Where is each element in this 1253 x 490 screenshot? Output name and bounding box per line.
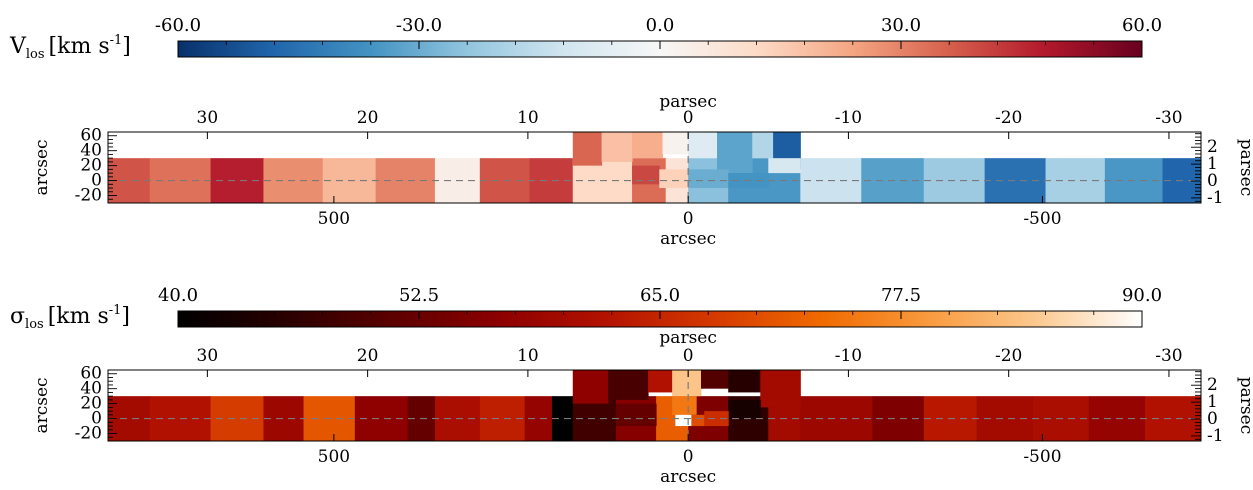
data-cell-center [704,411,729,427]
data-cell-center [728,370,761,393]
bottom-tick-label: -500 [1023,447,1061,467]
top-tick-label: 30 [197,346,219,366]
colorbar-tick-label: 0.0 [646,15,675,36]
colorbar-tick-label: 77.5 [881,285,921,306]
top-tick-label: 0 [683,346,694,366]
right-tick-label: 0 [1207,171,1218,191]
top-axis-label: parsec [659,92,716,112]
left-tick-label: 0 [91,409,102,429]
quantity-superscript: -1 [110,33,123,48]
top-tick-label: -10 [835,108,862,128]
left-tick-label: 0 [91,171,102,191]
data-cell [551,396,574,441]
colorbar-tick-label: 65.0 [640,285,680,306]
bottom-axis-label: arcsec [660,229,716,249]
left-tick-label: -20 [75,424,102,444]
data-cell-center [691,414,705,427]
data-cell-center [608,370,649,400]
colorbar-tick-label: 40.0 [158,285,198,306]
data-cell-center [672,396,697,415]
data-cell-center [717,132,753,174]
data-cell-center [760,370,801,408]
bottom-tick-label: 0 [683,447,694,467]
data-cell-center [675,414,692,427]
left-tick-label: 60 [80,364,102,384]
quantity-subscript: los [26,47,45,62]
quantity-subscript: los [25,317,44,332]
top-axis-label: parsec [659,328,716,348]
data-cell-center [700,370,729,389]
right-axis-label: parsec [1236,377,1253,434]
colorbar-tick-label: -30.0 [396,15,442,36]
colorbar-tick-label: 52.5 [399,285,439,306]
quantity-symbol: σ [10,304,25,329]
quantity-units: [km s [48,304,109,329]
data-cell [800,396,873,441]
top-tick-label: -10 [835,346,862,366]
colorbar-tick-label: 90.0 [1122,285,1162,306]
right-tick-label: 2 [1207,137,1218,157]
colorbar-tick-label: -60.0 [155,15,201,36]
data-cell-center [632,132,664,159]
data-cell-center [688,132,718,159]
top-tick-label: -30 [1155,346,1182,366]
left-tick-label: 20 [80,394,102,414]
data-cell-center [768,158,801,174]
quantity-units: [km s [49,34,110,59]
left-tick-label: 20 [80,156,102,176]
data-cell-center [672,370,702,397]
data-cell-center [662,132,689,155]
bottom-tick-label: -500 [1023,209,1061,229]
right-axis-label: parsec [1236,139,1253,196]
data-cell-center [648,370,673,393]
top-tick-label: 10 [517,346,539,366]
quantity-label: σlos [km s-1] [10,303,130,332]
data-cell-center [601,132,633,162]
right-tick-label: -1 [1207,188,1224,208]
left-tick-label: -20 [75,186,102,206]
colorbar-tick-label: 30.0 [881,15,921,36]
left-tick-label: 40 [80,141,102,161]
data-cell-center [616,403,657,427]
left-axis-label: arcsec [32,377,52,433]
right-tick-label: 1 [1207,392,1218,412]
data-cell-center [728,399,761,419]
quantity-close: ] [121,304,130,329]
quantity-close: ] [122,34,131,59]
colorbar-tick-label: 60.0 [1122,15,1162,36]
data-cell-center [632,165,660,185]
top-tick-label: 30 [197,108,219,128]
chart-panel-1: σlos [km s-1]40.0 52.5 65.0 77.5 90.030 20 10 0-… [10,285,1253,487]
quantity-superscript: -1 [109,303,122,318]
top-tick-label: -20 [995,108,1022,128]
left-axis-label: arcsec [32,139,52,195]
bottom-tick-label: 0 [683,209,694,229]
data-cell-center [659,169,689,189]
top-tick-label: 0 [683,108,694,128]
left-tick-label: 40 [80,379,102,399]
top-tick-label: -20 [995,346,1022,366]
quantity-symbol: V [9,34,27,59]
right-tick-label: 0 [1207,409,1218,429]
quantity-label: Vlos [km s-1] [9,33,131,62]
top-tick-label: 20 [357,108,379,128]
chart-panel-0: Vlos [km s-1]-60.0 -30.0 0.0 30.0 60.030 20 10 0… [9,15,1253,249]
top-tick-label: 10 [517,108,539,128]
data-cell-center [572,370,609,404]
right-tick-label: 2 [1207,375,1218,395]
right-tick-label: -1 [1207,426,1224,446]
right-tick-label: 1 [1207,154,1218,174]
data-cell-center [688,169,729,189]
data-cell-center [572,132,603,166]
top-tick-label: -30 [1155,108,1182,128]
left-tick-label: 60 [80,126,102,146]
bottom-tick-label: 500 [318,209,350,229]
data-cell-center [752,132,774,159]
bottom-tick-label: 500 [318,447,350,467]
top-tick-label: 20 [357,346,379,366]
bottom-axis-label: arcsec [660,467,716,487]
